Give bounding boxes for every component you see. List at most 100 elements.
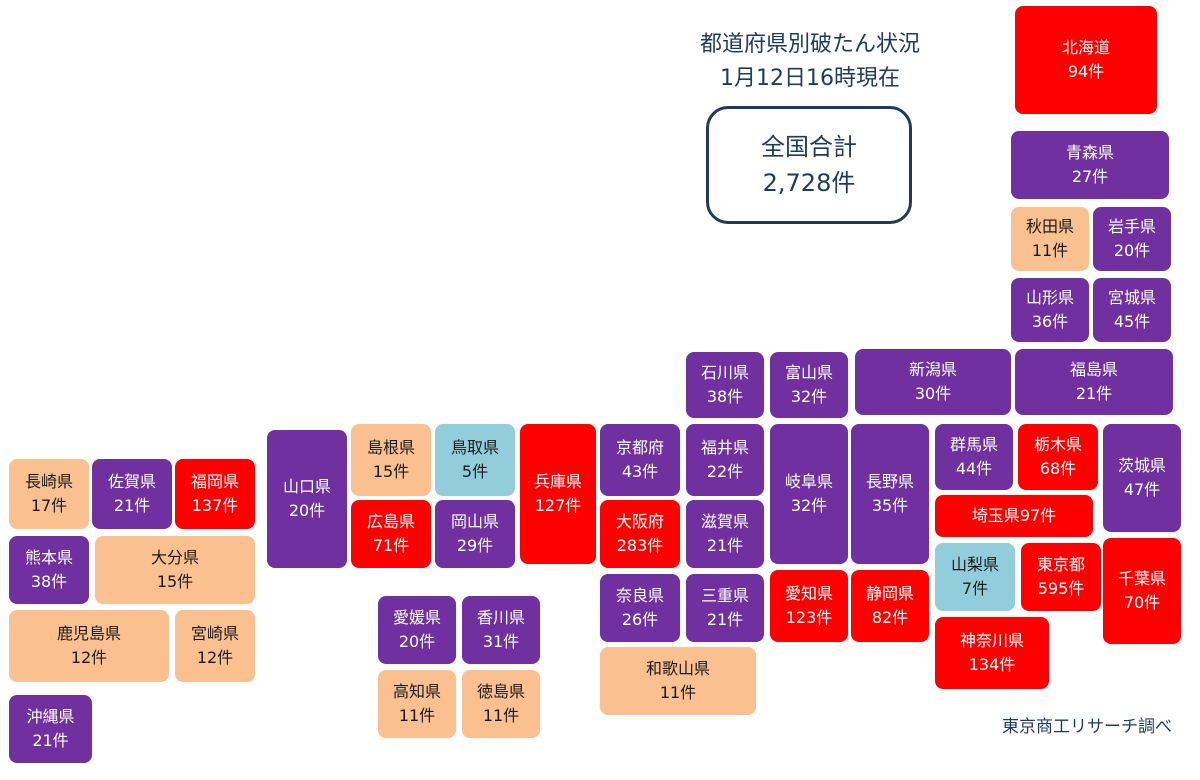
prefecture-tile-nagasaki: 長崎県 17件	[9, 459, 89, 529]
prefecture-name: 長野県	[865, 472, 914, 491]
prefecture-count: 595件	[1037, 579, 1085, 598]
prefecture-tile-shimane: 島根県 15件	[351, 424, 431, 496]
prefecture-count: 32件	[790, 496, 828, 515]
prefecture-tile-nara: 奈良県 26件	[600, 574, 680, 642]
prefecture-count: 27件	[1071, 167, 1109, 186]
prefecture-count: 47件	[1123, 480, 1161, 499]
prefecture-count: 15件	[156, 572, 194, 591]
prefecture-name: 和歌山県	[645, 659, 710, 678]
prefecture-tile-ibaraki: 茨城県 47件	[1103, 424, 1181, 532]
prefecture-tile-gunma: 群馬県 44件	[935, 424, 1013, 490]
prefecture-name: 群馬県	[949, 435, 998, 454]
national-total-value: 2,728件	[762, 169, 856, 197]
prefecture-tile-wakayama: 和歌山県 11件	[600, 647, 756, 715]
map-date: 1月12日16時現在	[720, 66, 900, 91]
prefecture-count: 11件	[482, 706, 520, 725]
prefecture-name: 島根県	[366, 438, 415, 457]
prefecture-name: 埼玉県	[971, 506, 1020, 525]
map-title: 都道府県別破たん状況	[699, 32, 920, 57]
prefecture-tile-kanagawa: 神奈川県 134件	[935, 617, 1049, 689]
prefecture-tile-tokyo: 東京都 595件	[1021, 543, 1101, 611]
prefecture-tile-yamaguchi: 山口県 20件	[267, 430, 347, 568]
prefecture-name: 佐賀県	[107, 472, 156, 491]
prefecture-count: 32件	[790, 387, 828, 406]
prefecture-count: 68件	[1039, 459, 1077, 478]
prefecture-name: 秋田県	[1025, 217, 1074, 236]
prefecture-tile-osaka: 大阪府 283件	[600, 500, 680, 568]
prefecture-tile-ishikawa: 石川県 38件	[686, 352, 764, 418]
prefecture-count: 97件	[1019, 506, 1057, 525]
source-credit: 東京商工リサーチ調べ	[1002, 717, 1172, 737]
prefecture-count: 21件	[706, 536, 744, 555]
prefecture-count: 20件	[288, 501, 326, 520]
prefecture-count: 82件	[871, 608, 909, 627]
prefecture-name: 兵庫県	[533, 472, 582, 491]
prefecture-count: 5件	[461, 462, 489, 481]
prefecture-name: 宮城県	[1107, 288, 1156, 307]
prefecture-count: 21件	[32, 731, 69, 750]
national-total-box: 全国合計 2,728件	[706, 106, 912, 224]
prefecture-count: 20件	[398, 632, 436, 651]
prefecture-tile-kumamoto: 熊本県 38件	[9, 536, 89, 604]
prefecture-name: 福井県	[700, 438, 749, 457]
prefecture-count: 7件	[961, 579, 989, 598]
prefecture-name: 高知県	[392, 682, 441, 701]
prefecture-tile-iwate: 岩手県 20件	[1093, 207, 1171, 271]
prefecture-tile-fukushima: 福島県 21件	[1015, 349, 1173, 415]
prefecture-name: 香川県	[476, 608, 525, 627]
prefecture-tile-miyagi: 宮城県 45件	[1093, 278, 1171, 342]
prefecture-tile-toyama: 富山県 32件	[770, 352, 848, 418]
prefecture-name: 京都府	[615, 438, 664, 457]
prefecture-count: 38件	[30, 572, 68, 591]
prefecture-name: 栃木県	[1033, 435, 1082, 454]
prefecture-count: 12件	[196, 648, 234, 667]
prefecture-name: 福岡県	[190, 472, 239, 491]
prefecture-count: 12件	[70, 648, 108, 667]
prefecture-name: 滋賀県	[700, 512, 749, 531]
prefecture-name: 大阪府	[615, 512, 664, 531]
prefecture-name: 山形県	[1025, 288, 1074, 307]
prefecture-name: 熊本県	[24, 548, 73, 567]
prefecture-count: 35件	[871, 496, 909, 515]
prefecture-name: 宮崎県	[190, 624, 239, 643]
prefecture-name: 沖縄県	[26, 707, 75, 726]
prefecture-count: 11件	[1031, 241, 1069, 260]
prefecture-count: 70件	[1123, 593, 1161, 612]
prefecture-tile-fukuoka: 福岡県 137件	[175, 459, 255, 529]
prefecture-tile-tottori: 鳥取県 5件	[435, 424, 515, 496]
prefecture-tile-aomori: 青森県 27件	[1011, 131, 1169, 199]
prefecture-name: 山口県	[282, 477, 331, 496]
prefecture-tile-okinawa: 沖縄県 21件	[9, 695, 92, 763]
prefecture-count: 134件	[968, 655, 1016, 674]
prefecture-count: 283件	[616, 536, 664, 555]
prefecture-name: 岐阜県	[784, 472, 833, 491]
prefecture-name: 青森県	[1065, 143, 1114, 162]
prefecture-tile-tokushima: 徳島県 11件	[462, 670, 540, 738]
prefecture-name: 茨城県	[1117, 456, 1166, 475]
prefecture-tile-okayama: 岡山県 29件	[435, 500, 515, 568]
prefecture-name: 東京都	[1036, 555, 1085, 574]
prefecture-name: 長崎県	[24, 472, 73, 491]
prefecture-tile-hiroshima: 広島県 71件	[351, 500, 431, 568]
prefecture-tile-saitama: 埼玉県 97件	[935, 495, 1093, 537]
prefecture-tile-yamanashi: 山梨県 7件	[935, 543, 1015, 611]
prefecture-count: 31件	[482, 632, 520, 651]
prefecture-name: 愛媛県	[392, 608, 441, 627]
prefecture-count: 11件	[659, 683, 697, 702]
prefecture-tile-kagoshima: 鹿児島県 12件	[9, 610, 169, 682]
prefecture-tile-ehime: 愛媛県 20件	[378, 596, 456, 664]
national-total-label: 全国合計	[761, 133, 857, 161]
prefecture-tile-saga: 佐賀県 21件	[92, 459, 172, 529]
prefecture-tile-niigata: 新潟県 30件	[855, 349, 1011, 415]
prefecture-count: 17件	[30, 496, 68, 515]
prefecture-name: 徳島県	[476, 682, 525, 701]
prefecture-count: 123件	[785, 608, 833, 627]
prefecture-count: 45件	[1113, 312, 1151, 331]
prefecture-count: 127件	[534, 496, 582, 515]
prefecture-name: 三重県	[700, 586, 749, 605]
prefecture-name: 広島県	[366, 512, 415, 531]
prefecture-count: 20件	[1113, 241, 1151, 260]
prefecture-name: 奈良県	[615, 586, 664, 605]
prefecture-count: 29件	[456, 536, 494, 555]
prefecture-count: 21件	[1075, 384, 1113, 403]
